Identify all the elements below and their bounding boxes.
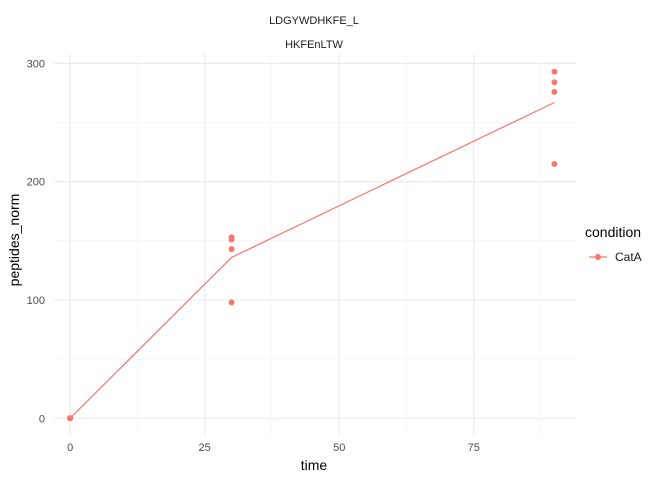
y-tick-label: 100 bbox=[27, 295, 45, 307]
legend-key-point bbox=[595, 254, 601, 260]
legend-title: condition bbox=[585, 224, 641, 240]
data-point bbox=[551, 68, 558, 75]
x-tick-label: 25 bbox=[199, 442, 211, 454]
x-axis-label: time bbox=[301, 457, 328, 473]
data-point bbox=[228, 299, 235, 306]
series-lines bbox=[69, 101, 555, 419]
data-point bbox=[551, 79, 558, 86]
x-tick-label: 75 bbox=[468, 442, 480, 454]
legend: condition CatA bbox=[585, 224, 642, 264]
chart-title: LDGYWDHKFE_L bbox=[269, 15, 359, 27]
x-tick-label: 0 bbox=[67, 442, 73, 454]
y-tick-label: 0 bbox=[39, 413, 45, 425]
y-tick-labels: 0 100 200 300 bbox=[27, 58, 45, 425]
data-point bbox=[551, 160, 558, 167]
chart-subtitle: HKFEnLTW bbox=[285, 39, 343, 51]
data-point bbox=[67, 415, 74, 422]
y-tick-label: 300 bbox=[27, 58, 45, 70]
x-tick-label: 50 bbox=[333, 442, 345, 454]
series-points bbox=[67, 68, 558, 422]
data-point bbox=[551, 88, 558, 95]
minor-gridlines bbox=[54, 54, 576, 436]
series-line bbox=[69, 101, 555, 419]
data-point bbox=[228, 246, 235, 253]
major-gridlines bbox=[54, 54, 576, 436]
y-axis-label: peptides_norm bbox=[6, 194, 22, 287]
x-tick-labels: 0 25 50 75 bbox=[67, 442, 480, 454]
data-point bbox=[228, 236, 235, 243]
legend-entry-cata: CatA bbox=[615, 250, 642, 264]
y-tick-label: 200 bbox=[27, 177, 45, 189]
